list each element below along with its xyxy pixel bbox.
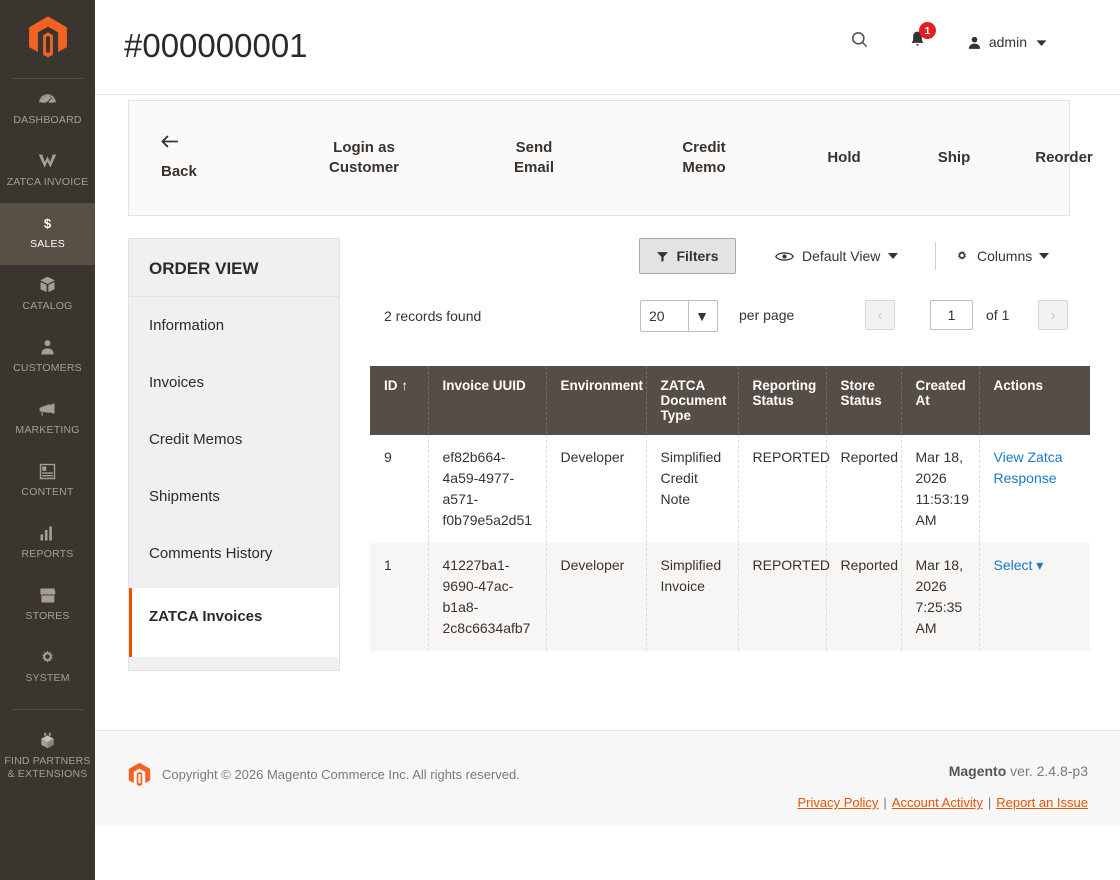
svg-text:$: $ [44,216,52,231]
